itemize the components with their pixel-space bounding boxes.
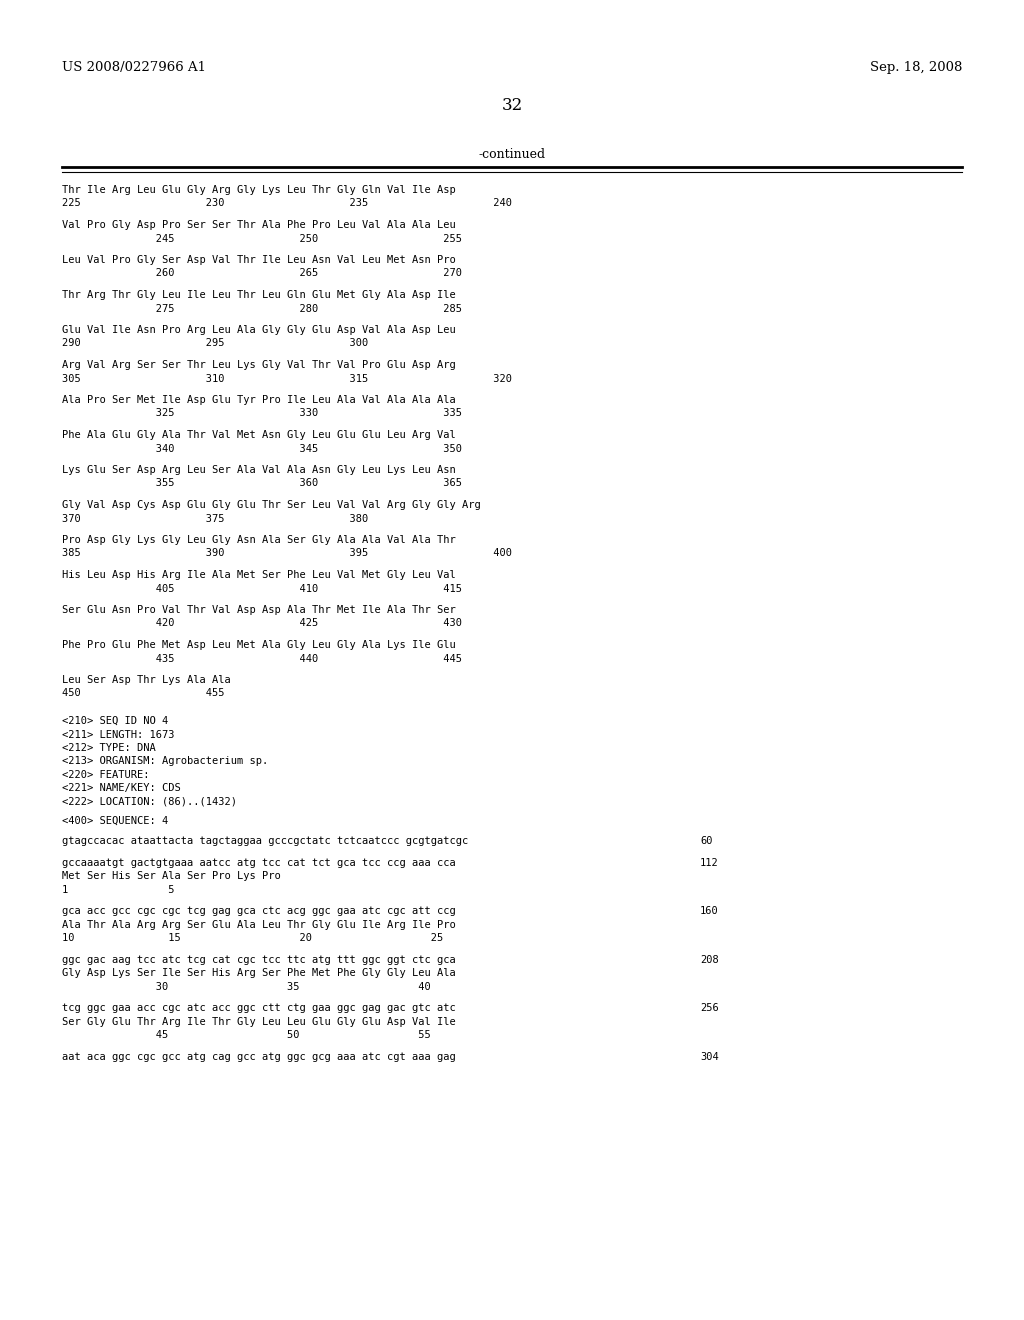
Text: Thr Arg Thr Gly Leu Ile Leu Thr Leu Gln Glu Met Gly Ala Asp Ile: Thr Arg Thr Gly Leu Ile Leu Thr Leu Gln … — [62, 290, 456, 300]
Text: gtagccacac ataattacta tagctaggaa gcccgctatc tctcaatccc gcgtgatcgc: gtagccacac ataattacta tagctaggaa gcccgct… — [62, 836, 468, 846]
Text: Ala Pro Ser Met Ile Asp Glu Tyr Pro Ile Leu Ala Val Ala Ala Ala: Ala Pro Ser Met Ile Asp Glu Tyr Pro Ile … — [62, 395, 456, 405]
Text: 10               15                   20                   25: 10 15 20 25 — [62, 933, 443, 944]
Text: 30                   35                   40: 30 35 40 — [62, 982, 431, 991]
Text: <210> SEQ ID NO 4: <210> SEQ ID NO 4 — [62, 715, 168, 726]
Text: aat aca ggc cgc gcc atg cag gcc atg ggc gcg aaa atc cgt aaa gag: aat aca ggc cgc gcc atg cag gcc atg ggc … — [62, 1052, 456, 1061]
Text: <212> TYPE: DNA: <212> TYPE: DNA — [62, 743, 156, 752]
Text: 304: 304 — [700, 1052, 719, 1061]
Text: <222> LOCATION: (86)..(1432): <222> LOCATION: (86)..(1432) — [62, 797, 237, 807]
Text: 450                    455: 450 455 — [62, 689, 224, 698]
Text: 275                    280                    285: 275 280 285 — [62, 304, 462, 314]
Text: -continued: -continued — [478, 149, 546, 161]
Text: Val Pro Gly Asp Pro Ser Ser Thr Ala Phe Pro Leu Val Ala Ala Leu: Val Pro Gly Asp Pro Ser Ser Thr Ala Phe … — [62, 220, 456, 230]
Text: 435                    440                    445: 435 440 445 — [62, 653, 462, 664]
Text: Sep. 18, 2008: Sep. 18, 2008 — [869, 62, 962, 74]
Text: Phe Pro Glu Phe Met Asp Leu Met Ala Gly Leu Gly Ala Lys Ile Glu: Phe Pro Glu Phe Met Asp Leu Met Ala Gly … — [62, 640, 456, 649]
Text: <211> LENGTH: 1673: <211> LENGTH: 1673 — [62, 730, 174, 739]
Text: 1                5: 1 5 — [62, 884, 174, 895]
Text: 225                    230                    235                    240: 225 230 235 240 — [62, 198, 512, 209]
Text: 60: 60 — [700, 836, 713, 846]
Text: Arg Val Arg Ser Ser Thr Leu Lys Gly Val Thr Val Pro Glu Asp Arg: Arg Val Arg Ser Ser Thr Leu Lys Gly Val … — [62, 360, 456, 370]
Text: 245                    250                    255: 245 250 255 — [62, 234, 462, 243]
Text: 32: 32 — [502, 96, 522, 114]
Text: tcg ggc gaa acc cgc atc acc ggc ctt ctg gaa ggc gag gac gtc atc: tcg ggc gaa acc cgc atc acc ggc ctt ctg … — [62, 1003, 456, 1014]
Text: 355                    360                    365: 355 360 365 — [62, 479, 462, 488]
Text: <400> SEQUENCE: 4: <400> SEQUENCE: 4 — [62, 816, 168, 826]
Text: Thr Ile Arg Leu Glu Gly Arg Gly Lys Leu Thr Gly Gln Val Ile Asp: Thr Ile Arg Leu Glu Gly Arg Gly Lys Leu … — [62, 185, 456, 195]
Text: Ser Glu Asn Pro Val Thr Val Asp Asp Ala Thr Met Ile Ala Thr Ser: Ser Glu Asn Pro Val Thr Val Asp Asp Ala … — [62, 605, 456, 615]
Text: ggc gac aag tcc atc tcg cat cgc tcc ttc atg ttt ggc ggt ctc gca: ggc gac aag tcc atc tcg cat cgc tcc ttc … — [62, 954, 456, 965]
Text: 260                    265                    270: 260 265 270 — [62, 268, 462, 279]
Text: Phe Ala Glu Gly Ala Thr Val Met Asn Gly Leu Glu Glu Leu Arg Val: Phe Ala Glu Gly Ala Thr Val Met Asn Gly … — [62, 430, 456, 440]
Text: 160: 160 — [700, 906, 719, 916]
Text: 370                    375                    380: 370 375 380 — [62, 513, 369, 524]
Text: Ala Thr Ala Arg Arg Ser Glu Ala Leu Thr Gly Glu Ile Arg Ile Pro: Ala Thr Ala Arg Arg Ser Glu Ala Leu Thr … — [62, 920, 456, 929]
Text: Glu Val Ile Asn Pro Arg Leu Ala Gly Gly Glu Asp Val Ala Asp Leu: Glu Val Ile Asn Pro Arg Leu Ala Gly Gly … — [62, 325, 456, 335]
Text: <221> NAME/KEY: CDS: <221> NAME/KEY: CDS — [62, 784, 181, 793]
Text: 112: 112 — [700, 858, 719, 867]
Text: Gly Asp Lys Ser Ile Ser His Arg Ser Phe Met Phe Gly Gly Leu Ala: Gly Asp Lys Ser Ile Ser His Arg Ser Phe … — [62, 968, 456, 978]
Text: Lys Glu Ser Asp Arg Leu Ser Ala Val Ala Asn Gly Leu Lys Leu Asn: Lys Glu Ser Asp Arg Leu Ser Ala Val Ala … — [62, 465, 456, 475]
Text: Leu Val Pro Gly Ser Asp Val Thr Ile Leu Asn Val Leu Met Asn Pro: Leu Val Pro Gly Ser Asp Val Thr Ile Leu … — [62, 255, 456, 265]
Text: <213> ORGANISM: Agrobacterium sp.: <213> ORGANISM: Agrobacterium sp. — [62, 756, 268, 767]
Text: 385                    390                    395                    400: 385 390 395 400 — [62, 549, 512, 558]
Text: His Leu Asp His Arg Ile Ala Met Ser Phe Leu Val Met Gly Leu Val: His Leu Asp His Arg Ile Ala Met Ser Phe … — [62, 570, 456, 579]
Text: Pro Asp Gly Lys Gly Leu Gly Asn Ala Ser Gly Ala Ala Val Ala Thr: Pro Asp Gly Lys Gly Leu Gly Asn Ala Ser … — [62, 535, 456, 545]
Text: Met Ser His Ser Ala Ser Pro Lys Pro: Met Ser His Ser Ala Ser Pro Lys Pro — [62, 871, 281, 882]
Text: Ser Gly Glu Thr Arg Ile Thr Gly Leu Leu Glu Gly Glu Asp Val Ile: Ser Gly Glu Thr Arg Ile Thr Gly Leu Leu … — [62, 1016, 456, 1027]
Text: Leu Ser Asp Thr Lys Ala Ala: Leu Ser Asp Thr Lys Ala Ala — [62, 675, 230, 685]
Text: 325                    330                    335: 325 330 335 — [62, 408, 462, 418]
Text: gccaaaatgt gactgtgaaa aatcc atg tcc cat tct gca tcc ccg aaa cca: gccaaaatgt gactgtgaaa aatcc atg tcc cat … — [62, 858, 456, 867]
Text: Gly Val Asp Cys Asp Glu Gly Glu Thr Ser Leu Val Val Arg Gly Gly Arg: Gly Val Asp Cys Asp Glu Gly Glu Thr Ser … — [62, 500, 480, 510]
Text: 256: 256 — [700, 1003, 719, 1014]
Text: 405                    410                    415: 405 410 415 — [62, 583, 462, 594]
Text: 305                    310                    315                    320: 305 310 315 320 — [62, 374, 512, 384]
Text: gca acc gcc cgc cgc tcg gag gca ctc acg ggc gaa atc cgc att ccg: gca acc gcc cgc cgc tcg gag gca ctc acg … — [62, 906, 456, 916]
Text: 290                    295                    300: 290 295 300 — [62, 338, 369, 348]
Text: 420                    425                    430: 420 425 430 — [62, 619, 462, 628]
Text: US 2008/0227966 A1: US 2008/0227966 A1 — [62, 62, 206, 74]
Text: 45                   50                   55: 45 50 55 — [62, 1030, 431, 1040]
Text: 208: 208 — [700, 954, 719, 965]
Text: 340                    345                    350: 340 345 350 — [62, 444, 462, 454]
Text: <220> FEATURE:: <220> FEATURE: — [62, 770, 150, 780]
